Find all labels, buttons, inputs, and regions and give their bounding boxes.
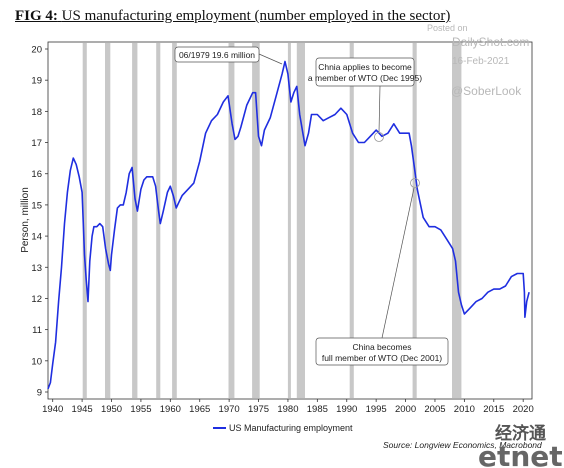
legend-label: US Manufacturing employment (229, 423, 353, 433)
x-tick-label: 1970 (219, 404, 240, 415)
y-tick-label: 18 (31, 107, 42, 118)
wto-apply-marker (374, 132, 384, 142)
y-tick-label: 12 (31, 294, 42, 305)
recession-band-5 (172, 43, 177, 398)
plot-frame (47, 41, 533, 400)
y-tick-label: 16 (31, 169, 42, 180)
recession-band-10 (349, 43, 354, 398)
x-tick-label: 1990 (336, 404, 357, 415)
figure-label: FIG 4: (15, 8, 58, 24)
x-tick-label: 2005 (424, 404, 445, 415)
peak-annotation-box (174, 46, 260, 63)
x-tick-label: 2015 (483, 404, 504, 415)
chart-title: FIG 4: US manufacturing employment (numb… (15, 8, 450, 25)
recession-band-12 (452, 43, 462, 398)
recession-band-8 (287, 43, 291, 398)
recession-band-11 (412, 43, 417, 398)
y-tick-label: 19 (31, 76, 42, 87)
etnet-logo-chinese: 经济通 (495, 423, 546, 444)
wto-member-leader (381, 187, 415, 339)
x-tick-label: 1950 (101, 404, 122, 415)
y-tick-label: 15 (31, 200, 42, 211)
recession-band-3 (132, 43, 138, 398)
x-tick-label: 1955 (130, 404, 151, 415)
y-tick-label: 13 (31, 263, 42, 274)
wto-member-line2: full member of WTO (Dec 2001) (322, 353, 442, 363)
x-tick-label: 1965 (189, 404, 210, 415)
series-layer (47, 60, 530, 390)
wto-apply-line2: a member of WTO (Dec 1995) (308, 73, 422, 83)
y-tick-label: 17 (31, 138, 42, 149)
recession-band-6 (228, 43, 235, 398)
axes: 1940 1945 1950 1955 1960 1965 1970 1975 1980 1985… (31, 45, 533, 416)
x-tick-label: 1985 (307, 404, 328, 415)
x-tick-label: 1975 (248, 404, 269, 415)
x-tick-label: 1945 (72, 404, 93, 415)
peak-annotation-leader (258, 53, 283, 65)
y-tick-label: 11 (32, 325, 42, 336)
peak-annotation: 06/1979 19.6 million (179, 50, 255, 60)
recession-band-7 (252, 43, 260, 398)
y-tick-label: 9 (37, 388, 42, 399)
x-tick-label: 1980 (277, 404, 298, 415)
x-tick-label: 2010 (454, 404, 475, 415)
watermark-posted-on: Posted on (427, 23, 468, 33)
x-tick-label: 2020 (513, 404, 534, 415)
wto-apply-box (315, 57, 415, 87)
watermark-date: 16-Feb-2021 (452, 56, 510, 67)
recession-band-2 (105, 43, 111, 398)
x-tick-label: 1995 (366, 404, 387, 415)
recession-band-4 (156, 43, 161, 398)
etnet-logo: etnet (478, 440, 563, 468)
wto-apply-leader (378, 85, 381, 133)
wto-member-marker (410, 178, 420, 188)
title-text: US manufacturing employment (number empl… (61, 8, 451, 24)
x-tick-label: 1940 (42, 404, 63, 415)
recession-band-1 (82, 43, 87, 398)
x-tick-label: 1960 (160, 404, 181, 415)
y-axis-label: Person, million (20, 187, 31, 253)
y-tick-label: 10 (31, 356, 42, 367)
watermark-site: DailyShot.com (452, 35, 529, 49)
y-tick-label: 20 (31, 45, 42, 56)
wto-member-line1: China becomes (352, 342, 411, 352)
series-line-1 (47, 60, 530, 390)
source-note: Source: Longview Economics, Macrobond (383, 440, 542, 450)
watermark-handle: @SoberLook (451, 84, 522, 98)
wto-apply-line1: Chnia applies to become (318, 62, 412, 72)
x-tick-label: 2000 (395, 404, 416, 415)
recession-bands (82, 43, 462, 398)
y-tick-label: 14 (31, 232, 42, 243)
recession-band-9 (296, 43, 305, 398)
